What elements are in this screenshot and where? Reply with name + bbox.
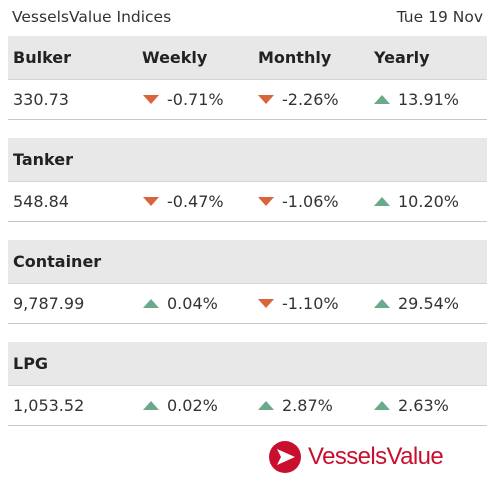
yearly-change: 2.63% — [370, 386, 487, 425]
weekly-change: -0.71% — [138, 80, 254, 119]
widget-date: Tue 19 Nov — [396, 8, 483, 26]
down-arrow-icon — [143, 95, 159, 104]
index-header-row: Bulker Weekly Monthly Yearly — [8, 36, 487, 80]
indices-widget: VesselsValue Indices Tue 19 Nov Bulker W… — [8, 0, 487, 444]
weekly-change: 0.04% — [138, 284, 254, 323]
index-value-row: 9,787.99 0.04% -1.10% 29.54% — [8, 284, 487, 324]
down-arrow-icon — [258, 95, 274, 104]
up-arrow-icon — [143, 299, 159, 308]
vesselsvalue-logo[interactable]: VesselsValue — [268, 438, 463, 476]
vesselsvalue-logo-icon — [269, 441, 301, 473]
index-section-lpg: LPG 1,053.52 0.02% 2.87% 2.63% — [8, 342, 487, 426]
index-value: 1,053.52 — [13, 396, 85, 415]
up-arrow-icon — [374, 401, 390, 410]
yearly-change: 29.54% — [370, 284, 487, 323]
index-name: Container — [13, 252, 102, 271]
index-section-container: Container 9,787.99 0.04% -1.10% 29.54% — [8, 240, 487, 324]
weekly-change: -0.47% — [138, 182, 254, 221]
index-section-tanker: Tanker 548.84 -0.47% -1.06% 10.20% — [8, 138, 487, 222]
index-value-row: 1,053.52 0.02% 2.87% 2.63% — [8, 386, 487, 426]
monthly-change: -1.10% — [254, 284, 370, 323]
index-value: 330.73 — [13, 90, 69, 109]
yearly-change: 10.20% — [370, 182, 487, 221]
logo-text: VesselsValue — [308, 443, 444, 470]
monthly-change: -1.06% — [254, 182, 370, 221]
index-name: Bulker — [13, 48, 72, 67]
index-value-row: 548.84 -0.47% -1.06% 10.20% — [8, 182, 487, 222]
monthly-change: 2.87% — [254, 386, 370, 425]
widget-header: VesselsValue Indices Tue 19 Nov — [8, 0, 487, 34]
column-header-monthly: Monthly — [258, 48, 332, 67]
down-arrow-icon — [143, 197, 159, 206]
up-arrow-icon — [143, 401, 159, 410]
index-name: LPG — [13, 354, 49, 373]
up-arrow-icon — [258, 401, 274, 410]
down-arrow-icon — [258, 299, 274, 308]
index-section-bulker: Bulker Weekly Monthly Yearly 330.73 -0.7… — [8, 36, 487, 120]
index-header-row: LPG — [8, 342, 487, 386]
index-header-row: Tanker — [8, 138, 487, 182]
weekly-change: 0.02% — [138, 386, 254, 425]
widget-title: VesselsValue Indices — [12, 8, 172, 26]
up-arrow-icon — [374, 299, 390, 308]
index-name: Tanker — [13, 150, 73, 169]
index-header-row: Container — [8, 240, 487, 284]
column-header-yearly: Yearly — [374, 48, 430, 67]
index-value: 9,787.99 — [13, 294, 85, 313]
yearly-change: 13.91% — [370, 80, 487, 119]
column-header-weekly: Weekly — [142, 48, 208, 67]
index-value: 548.84 — [13, 192, 69, 211]
up-arrow-icon — [374, 95, 390, 104]
index-value-row: 330.73 -0.71% -2.26% 13.91% — [8, 80, 487, 120]
monthly-change: -2.26% — [254, 80, 370, 119]
up-arrow-icon — [374, 197, 390, 206]
down-arrow-icon — [258, 197, 274, 206]
